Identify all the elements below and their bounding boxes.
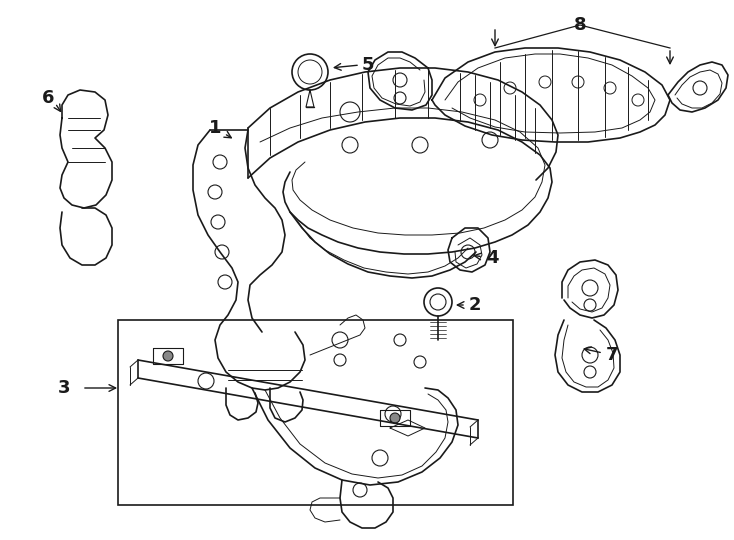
- Text: 5: 5: [362, 56, 374, 74]
- Circle shape: [390, 413, 400, 423]
- Text: 6: 6: [42, 89, 54, 107]
- Bar: [118, 320, 513, 505]
- Circle shape: [163, 351, 173, 361]
- Text: 3: 3: [58, 379, 70, 397]
- Text: 8: 8: [574, 16, 586, 34]
- Circle shape: [292, 54, 328, 90]
- Text: 4: 4: [474, 249, 498, 267]
- Circle shape: [424, 288, 452, 316]
- Text: 1: 1: [208, 119, 231, 138]
- Text: 7: 7: [584, 346, 618, 364]
- Text: 2: 2: [457, 296, 482, 314]
